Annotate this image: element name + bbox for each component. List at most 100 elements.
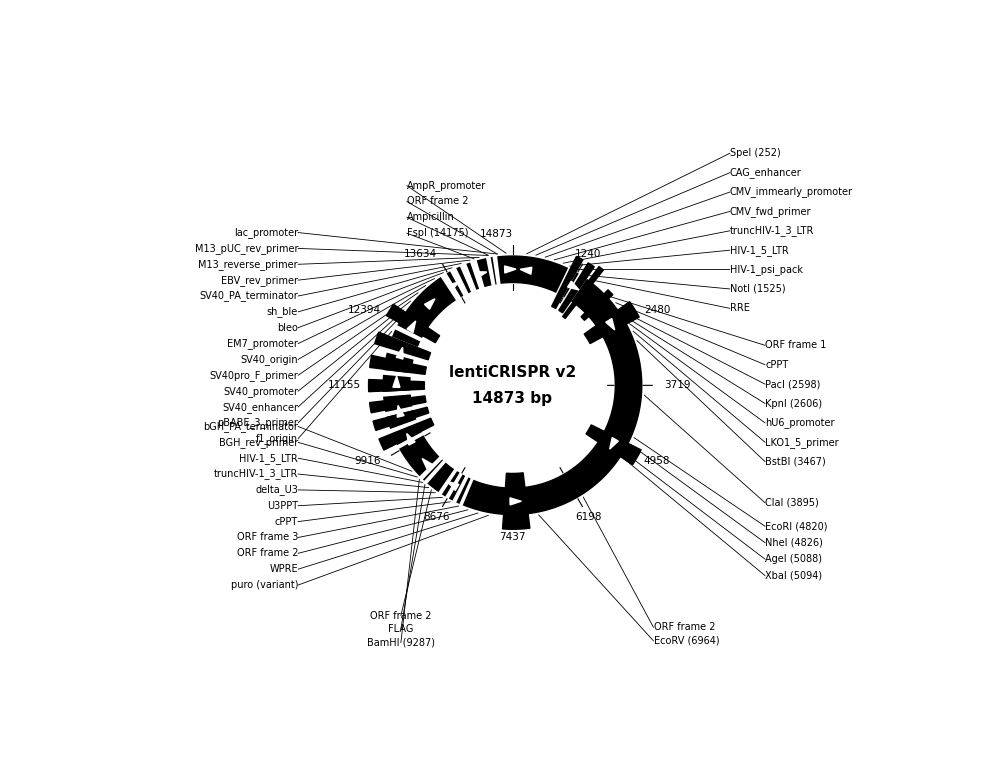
Text: NotI (1525): NotI (1525) bbox=[730, 284, 786, 294]
Text: HIV-1_psi_pack: HIV-1_psi_pack bbox=[730, 264, 803, 275]
Wedge shape bbox=[584, 301, 639, 343]
Wedge shape bbox=[471, 260, 484, 289]
Text: truncHIV-1_3_LTR: truncHIV-1_3_LTR bbox=[214, 468, 298, 479]
Text: 14873: 14873 bbox=[479, 229, 512, 239]
Wedge shape bbox=[493, 256, 500, 285]
Wedge shape bbox=[446, 472, 462, 499]
Text: SV40pro_F_primer: SV40pro_F_primer bbox=[209, 370, 298, 381]
Wedge shape bbox=[420, 457, 442, 479]
Wedge shape bbox=[453, 475, 468, 503]
Polygon shape bbox=[407, 433, 415, 445]
Text: SV40_PA_terminator: SV40_PA_terminator bbox=[199, 291, 298, 301]
Wedge shape bbox=[563, 266, 603, 318]
Wedge shape bbox=[390, 337, 418, 350]
Text: puro (variant): puro (variant) bbox=[231, 580, 298, 590]
Wedge shape bbox=[383, 371, 411, 376]
Wedge shape bbox=[586, 425, 641, 465]
Text: XbaI (5094): XbaI (5094) bbox=[765, 571, 822, 581]
Text: SpeI (252): SpeI (252) bbox=[730, 148, 781, 158]
Wedge shape bbox=[401, 314, 427, 333]
Polygon shape bbox=[606, 318, 615, 330]
Text: FspI (14175): FspI (14175) bbox=[407, 228, 468, 238]
Text: HIV-1_5_LTR: HIV-1_5_LTR bbox=[730, 245, 789, 256]
Text: 1240: 1240 bbox=[575, 249, 602, 259]
Wedge shape bbox=[561, 271, 576, 297]
Wedge shape bbox=[370, 356, 426, 375]
Wedge shape bbox=[387, 304, 440, 343]
Text: 4958: 4958 bbox=[644, 456, 670, 466]
Wedge shape bbox=[569, 277, 587, 301]
Text: RRE: RRE bbox=[730, 304, 750, 314]
Text: CMV_fwd_primer: CMV_fwd_primer bbox=[730, 206, 811, 217]
Polygon shape bbox=[520, 267, 532, 274]
Text: M13_pUC_rev_primer: M13_pUC_rev_primer bbox=[195, 243, 298, 254]
Text: 8676: 8676 bbox=[423, 511, 450, 522]
Text: 6198: 6198 bbox=[575, 512, 601, 522]
Wedge shape bbox=[373, 407, 429, 430]
Text: AmpR_promoter: AmpR_promoter bbox=[407, 180, 486, 191]
Wedge shape bbox=[382, 391, 411, 396]
Polygon shape bbox=[393, 376, 400, 388]
Text: cPPT: cPPT bbox=[765, 359, 788, 370]
Text: NheI (4826): NheI (4826) bbox=[765, 538, 823, 548]
Text: U3PPT: U3PPT bbox=[267, 501, 298, 510]
Wedge shape bbox=[369, 379, 424, 391]
Text: EM7_promoter: EM7_promoter bbox=[227, 338, 298, 349]
Wedge shape bbox=[395, 326, 422, 341]
Text: LKO1_5_primer: LKO1_5_primer bbox=[765, 437, 839, 448]
Text: lentiCRISPR v2: lentiCRISPR v2 bbox=[449, 365, 576, 380]
Wedge shape bbox=[487, 257, 495, 285]
Text: bleo: bleo bbox=[277, 323, 298, 333]
Text: PacI (2598): PacI (2598) bbox=[765, 379, 821, 389]
Text: M13_reverse_primer: M13_reverse_primer bbox=[198, 259, 298, 270]
Text: ORF frame 3: ORF frame 3 bbox=[237, 533, 298, 542]
Wedge shape bbox=[397, 433, 424, 449]
Text: AgeI (5088): AgeI (5088) bbox=[765, 554, 822, 564]
Text: lac_promoter: lac_promoter bbox=[234, 227, 298, 238]
Text: 13634: 13634 bbox=[404, 249, 437, 259]
Wedge shape bbox=[460, 264, 476, 292]
Wedge shape bbox=[441, 273, 460, 301]
Text: CAG_enhancer: CAG_enhancer bbox=[730, 167, 802, 178]
Polygon shape bbox=[397, 405, 404, 417]
Wedge shape bbox=[424, 460, 446, 484]
Text: SV40_enhancer: SV40_enhancer bbox=[222, 401, 298, 413]
Text: ORF frame 1: ORF frame 1 bbox=[765, 340, 827, 350]
Wedge shape bbox=[581, 290, 613, 320]
Text: BstBI (3467): BstBI (3467) bbox=[765, 457, 826, 467]
Wedge shape bbox=[382, 383, 411, 388]
Text: KpnI (2606): KpnI (2606) bbox=[765, 398, 822, 408]
Text: ORF frame 2: ORF frame 2 bbox=[654, 623, 715, 633]
Text: ORF frame 2: ORF frame 2 bbox=[237, 549, 298, 559]
Text: CMV_immearly_promoter: CMV_immearly_promoter bbox=[730, 187, 853, 198]
Wedge shape bbox=[565, 273, 582, 299]
Polygon shape bbox=[475, 272, 487, 278]
Text: HIV-1_5_LTR: HIV-1_5_LTR bbox=[239, 452, 298, 464]
Wedge shape bbox=[375, 332, 431, 360]
Text: bGH_PA_terminator: bGH_PA_terminator bbox=[203, 421, 298, 432]
Text: sh_ble: sh_ble bbox=[267, 307, 298, 317]
Wedge shape bbox=[559, 263, 594, 313]
Polygon shape bbox=[424, 299, 435, 309]
Polygon shape bbox=[383, 256, 642, 514]
Polygon shape bbox=[407, 321, 416, 333]
Text: 2480: 2480 bbox=[644, 304, 670, 314]
Text: EBV_rev_primer: EBV_rev_primer bbox=[221, 275, 298, 285]
Wedge shape bbox=[385, 407, 414, 416]
Text: EcoRV (6964): EcoRV (6964) bbox=[654, 636, 719, 646]
Polygon shape bbox=[448, 282, 459, 291]
Text: truncHIV-1_3_LTR: truncHIV-1_3_LTR bbox=[730, 225, 814, 237]
Wedge shape bbox=[557, 268, 571, 295]
Wedge shape bbox=[460, 478, 473, 506]
Wedge shape bbox=[439, 469, 457, 494]
Wedge shape bbox=[386, 348, 415, 359]
Text: delta_U3: delta_U3 bbox=[255, 485, 298, 495]
Wedge shape bbox=[503, 473, 530, 530]
Text: WPRE: WPRE bbox=[269, 564, 298, 575]
Polygon shape bbox=[505, 266, 516, 273]
Polygon shape bbox=[422, 459, 432, 469]
Wedge shape bbox=[573, 280, 591, 304]
Wedge shape bbox=[379, 418, 434, 450]
Text: 14873 bp: 14873 bp bbox=[473, 391, 552, 406]
Text: BGH_rev_primer: BGH_rev_primer bbox=[219, 437, 298, 448]
